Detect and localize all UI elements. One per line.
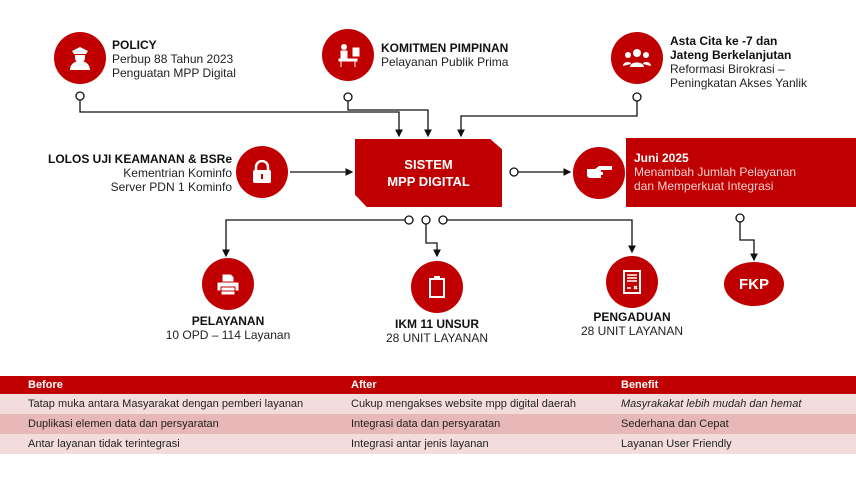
- lolos-line: Kementrian Kominfo: [123, 166, 232, 180]
- fkp-label: FKP: [739, 275, 769, 293]
- komitmen-line: Pelayanan Publik Prima: [381, 55, 509, 69]
- cell: Layanan User Friendly: [621, 434, 856, 454]
- cell: Duplikasi elemen data dan persyaratan: [0, 414, 351, 434]
- lolos-line: Server PDN 1 Kominfo: [110, 180, 232, 194]
- before-after-table: Before After Benefit Tatap muka antara M…: [0, 376, 856, 454]
- pengaduan-sub: 28 UNIT LAYANAN: [580, 324, 684, 338]
- asta-line: Reformasi Birokrasi –: [670, 62, 785, 76]
- table-row: Antar layanan tidak terintegrasi Integras…: [0, 434, 856, 454]
- sistem-line: SISTEM: [404, 157, 453, 172]
- pointing-hand-icon: [572, 146, 626, 200]
- fkp-badge: FKP: [724, 262, 784, 306]
- cell: Cukup mengakses website mpp digital daer…: [351, 394, 621, 414]
- police-icon: [54, 32, 106, 84]
- asta-title: Asta Cita ke -7 dan: [670, 34, 778, 48]
- cell: Tatap muka antara Masyarakat dengan pemb…: [0, 394, 351, 414]
- cell: Integrasi data dan persyaratan: [351, 414, 621, 434]
- ikm-title: IKM 11 UNSUR: [394, 317, 480, 331]
- policy-block: POLICY Perbup 88 Tahun 2023 Penguatan MP…: [112, 38, 236, 80]
- juni-line: Menambah Jumlah Pelayanan: [634, 165, 797, 179]
- header-benefit: Benefit: [621, 376, 856, 394]
- asta-line: Peningkatan Akses Yanlik: [670, 76, 807, 90]
- group-icon: [611, 32, 663, 84]
- ikm-sub: 28 UNIT LAYANAN: [385, 331, 489, 345]
- table-row: Tatap muka antara Masyarakat dengan pemb…: [0, 394, 856, 414]
- pelayanan-title: PELAYANAN: [191, 314, 265, 328]
- asta-block: Asta Cita ke -7 dan Jateng Berkelanjutan…: [670, 34, 807, 90]
- juni-line: dan Memperkuat Integrasi: [634, 179, 774, 193]
- sistem-line: MPP DIGITAL: [387, 174, 470, 189]
- printer-icon: [202, 258, 254, 310]
- complaint-form-icon: [606, 256, 658, 308]
- pengaduan-title: PENGADUAN: [593, 310, 671, 324]
- cell: Masyrakakat lebih mudah dan hemat: [621, 394, 856, 414]
- desk-worker-icon: [322, 29, 374, 81]
- policy-line: Penguatan MPP Digital: [112, 66, 236, 80]
- lolos-block: LOLOS UJI KEAMANAN & BSRe Kementrian Kom…: [48, 152, 232, 194]
- juni-2025-box: Juni 2025 Menambah Jumlah Pelayanan dan …: [626, 138, 856, 207]
- clipboard-icon: [411, 261, 463, 313]
- cell: Antar layanan tidak terintegrasi: [0, 434, 351, 454]
- policy-title: POLICY: [112, 38, 157, 52]
- lolos-title: LOLOS UJI KEAMANAN & BSRe: [47, 152, 232, 166]
- komitmen-block: KOMITMEN PIMPINAN Pelayanan Publik Prima: [381, 41, 508, 69]
- komitmen-title: KOMITMEN PIMPINAN: [381, 41, 509, 55]
- juni-title: Juni 2025: [634, 151, 689, 165]
- ikm-block: IKM 11 UNSUR 28 UNIT LAYANAN: [357, 317, 517, 345]
- header-after: After: [351, 376, 621, 394]
- table-row: Duplikasi elemen data dan persyaratan Int…: [0, 414, 856, 434]
- header-before: Before: [0, 376, 351, 394]
- cell: Integrasi antar jenis layanan: [351, 434, 621, 454]
- cell: Sederhana dan Cepat: [621, 414, 856, 434]
- pelayanan-sub: 10 OPD – 114 Layanan: [165, 328, 291, 342]
- table-header: Before After Benefit: [0, 376, 856, 394]
- pengaduan-block: PENGADUAN 28 UNIT LAYANAN: [552, 310, 712, 338]
- lock-icon: [236, 146, 288, 198]
- sistem-mpp-digital-box: SISTEM MPP DIGITAL: [355, 139, 502, 207]
- pelayanan-block: PELAYANAN 10 OPD – 114 Layanan: [148, 314, 308, 342]
- asta-title: Jateng Berkelanjutan: [670, 48, 792, 62]
- policy-line: Perbup 88 Tahun 2023: [112, 52, 234, 66]
